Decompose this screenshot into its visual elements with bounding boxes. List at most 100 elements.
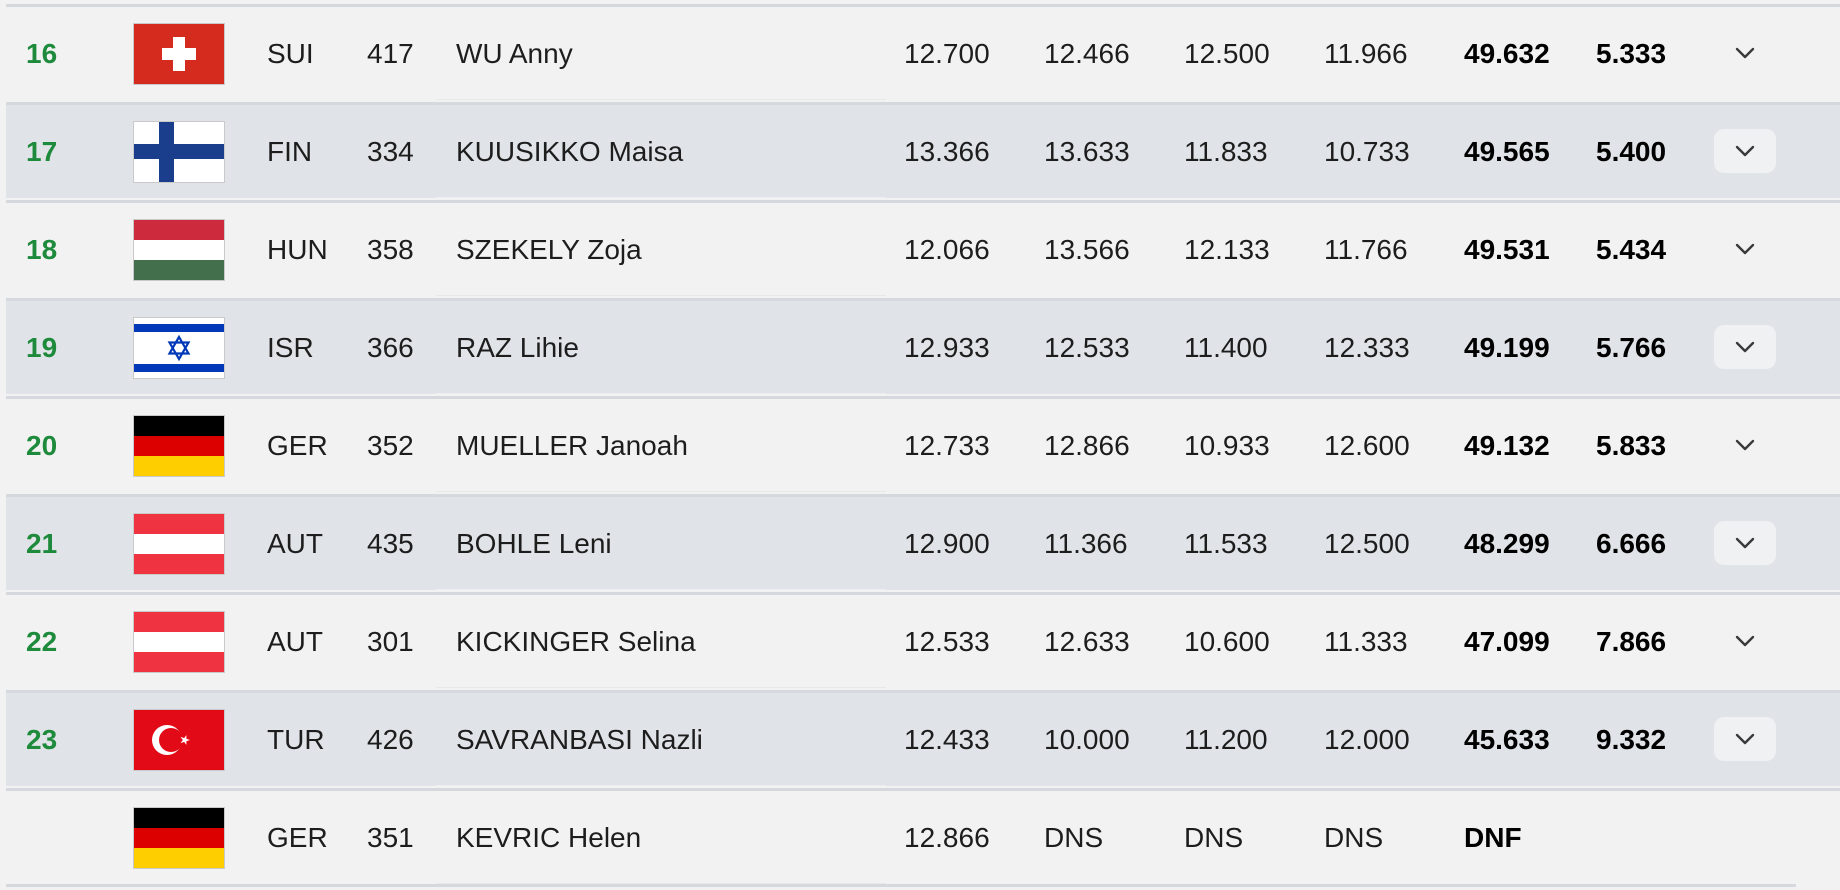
gap-to-leader: 5.766: [1596, 332, 1667, 363]
nation-code: FIN: [267, 136, 313, 167]
chevron-down-icon: [1734, 732, 1756, 746]
nation-code: HUN: [267, 234, 328, 265]
nation-code: SUI: [267, 38, 314, 69]
cell-divider: [436, 589, 886, 590]
table-row[interactable]: 19 ISR 366 RAZ Lihie 12.933 12.533 11.400 12.33…: [6, 298, 1840, 394]
total-score: 49.199: [1464, 332, 1550, 363]
rank: 16: [26, 38, 58, 69]
chevron-down-icon: [1734, 242, 1756, 256]
table-row[interactable]: 20 GER 352 MUELLER Janoah 12.733 12.866 10.933…: [6, 396, 1840, 492]
apparatus-score: 11.200: [1184, 724, 1268, 755]
apparatus-score: 13.366: [904, 136, 990, 167]
total-score: DNF: [1464, 822, 1522, 853]
nation-code: AUT: [267, 528, 323, 559]
athlete-name[interactable]: KEVRIC Helen: [456, 822, 642, 853]
athlete-name[interactable]: SZEKELY Zoja: [456, 234, 642, 265]
nation-code: AUT: [267, 626, 323, 657]
chevron-down-icon: [1734, 340, 1756, 354]
apparatus-score: 12.466: [1044, 38, 1130, 69]
chevron-down-icon: [1734, 46, 1756, 60]
apparatus-score: 12.000: [1324, 724, 1410, 755]
apparatus-score: 12.900: [904, 528, 990, 559]
gap-to-leader: 9.332: [1596, 724, 1667, 755]
chevron-down-icon: [1734, 438, 1756, 452]
gap-to-leader: 5.434: [1596, 234, 1667, 265]
bib-number: 352: [367, 430, 414, 461]
table-row[interactable]: 23 TUR 426 SAVRANBASI Nazli 12.433 10.000 11.2…: [6, 690, 1840, 786]
apparatus-score: 11.400: [1184, 332, 1268, 363]
expand-row-button[interactable]: [1714, 423, 1776, 467]
table-row[interactable]: 16 SUI 417 WU Anny 12.700 12.466 12.500 11.966 4…: [6, 4, 1840, 100]
rank: 21: [26, 528, 58, 559]
table-row[interactable]: 17 FIN 334 KUUSIKKO Maisa 13.366 13.633 11.833…: [6, 102, 1840, 198]
flag-aut: [133, 513, 225, 575]
flag-hun: [133, 219, 225, 281]
apparatus-score: 12.700: [904, 38, 990, 69]
apparatus-score: 12.500: [1184, 38, 1270, 69]
apparatus-score: 12.133: [1184, 234, 1270, 265]
expand-row-button[interactable]: [1714, 325, 1776, 369]
cell-divider: [436, 883, 886, 884]
table-row[interactable]: 21 AUT 435 BOHLE Leni 12.900 11.366 11.533 12.5…: [6, 494, 1840, 590]
expand-row-button[interactable]: [1714, 717, 1776, 761]
expand-row-button[interactable]: [1714, 31, 1776, 75]
rank: 18: [26, 234, 58, 265]
athlete-name[interactable]: SAVRANBASI Nazli: [456, 724, 703, 755]
flag-tur: [133, 709, 225, 771]
table-row[interactable]: 18 HUN 358 SZEKELY Zoja 12.066 13.566 12.133 11…: [6, 200, 1840, 296]
athlete-name[interactable]: KICKINGER Selina: [456, 626, 696, 657]
flag-ger: [133, 415, 225, 477]
apparatus-score: 12.733: [904, 430, 990, 461]
apparatus-score: 11.533: [1184, 528, 1268, 559]
expand-row-button[interactable]: [1714, 227, 1776, 271]
rank: 23: [26, 724, 58, 755]
apparatus-score: 12.600: [1324, 430, 1410, 461]
gap-to-leader: 5.400: [1596, 136, 1667, 167]
table-row[interactable]: GER 351 KEVRIC Helen 12.866 DNS DNS DNS DNF: [6, 788, 1840, 884]
apparatus-score: 11.366: [1044, 528, 1128, 559]
apparatus-score: 13.566: [1044, 234, 1130, 265]
expand-row-button[interactable]: [1714, 619, 1776, 663]
nation-code: TUR: [267, 724, 325, 755]
expand-row-button[interactable]: [1714, 521, 1776, 565]
nation-code: GER: [267, 822, 328, 853]
cell-divider: [436, 99, 886, 100]
cell-divider: [436, 491, 886, 492]
rank: 22: [26, 626, 58, 657]
apparatus-score: 11.766: [1324, 234, 1408, 265]
bib-number: 334: [367, 136, 414, 167]
results-table: 16 SUI 417 WU Anny 12.700 12.466 12.500 11.966 4…: [6, 0, 1840, 890]
apparatus-score: 12.533: [904, 626, 990, 657]
bib-number: 417: [367, 38, 414, 69]
table-row[interactable]: 22 AUT 301 KICKINGER Selina 12.533 12.633 10.6…: [6, 592, 1840, 688]
flag-fin: [133, 121, 225, 183]
athlete-name[interactable]: BOHLE Leni: [456, 528, 612, 559]
total-score: 49.132: [1464, 430, 1550, 461]
athlete-name[interactable]: RAZ Lihie: [456, 332, 579, 363]
apparatus-score: 10.733: [1324, 136, 1410, 167]
gap-to-leader: 6.666: [1596, 528, 1667, 559]
gap-to-leader: 5.833: [1596, 430, 1667, 461]
total-score: 49.565: [1464, 136, 1550, 167]
athlete-name[interactable]: WU Anny: [456, 38, 573, 69]
bib-number: 351: [367, 822, 414, 853]
apparatus-score: DNS: [1044, 822, 1104, 853]
apparatus-score: DNS: [1184, 822, 1244, 853]
bib-number: 301: [367, 626, 414, 657]
apparatus-score: 12.866: [904, 822, 990, 853]
apparatus-score: 11.333: [1324, 626, 1408, 657]
apparatus-score: 10.933: [1184, 430, 1270, 461]
flag-ger: [133, 807, 225, 869]
total-score: 48.299: [1464, 528, 1550, 559]
expand-row-button[interactable]: [1714, 129, 1776, 173]
rank: 19: [26, 332, 58, 363]
athlete-name[interactable]: KUUSIKKO Maisa: [456, 136, 684, 167]
rank: 17: [26, 136, 58, 167]
apparatus-score: 10.600: [1184, 626, 1270, 657]
apparatus-score: 12.533: [1044, 332, 1130, 363]
athlete-name[interactable]: MUELLER Janoah: [456, 430, 688, 461]
apparatus-score: DNS: [1324, 822, 1384, 853]
cell-divider: [436, 295, 886, 296]
apparatus-score: 12.933: [904, 332, 990, 363]
nation-code: GER: [267, 430, 328, 461]
